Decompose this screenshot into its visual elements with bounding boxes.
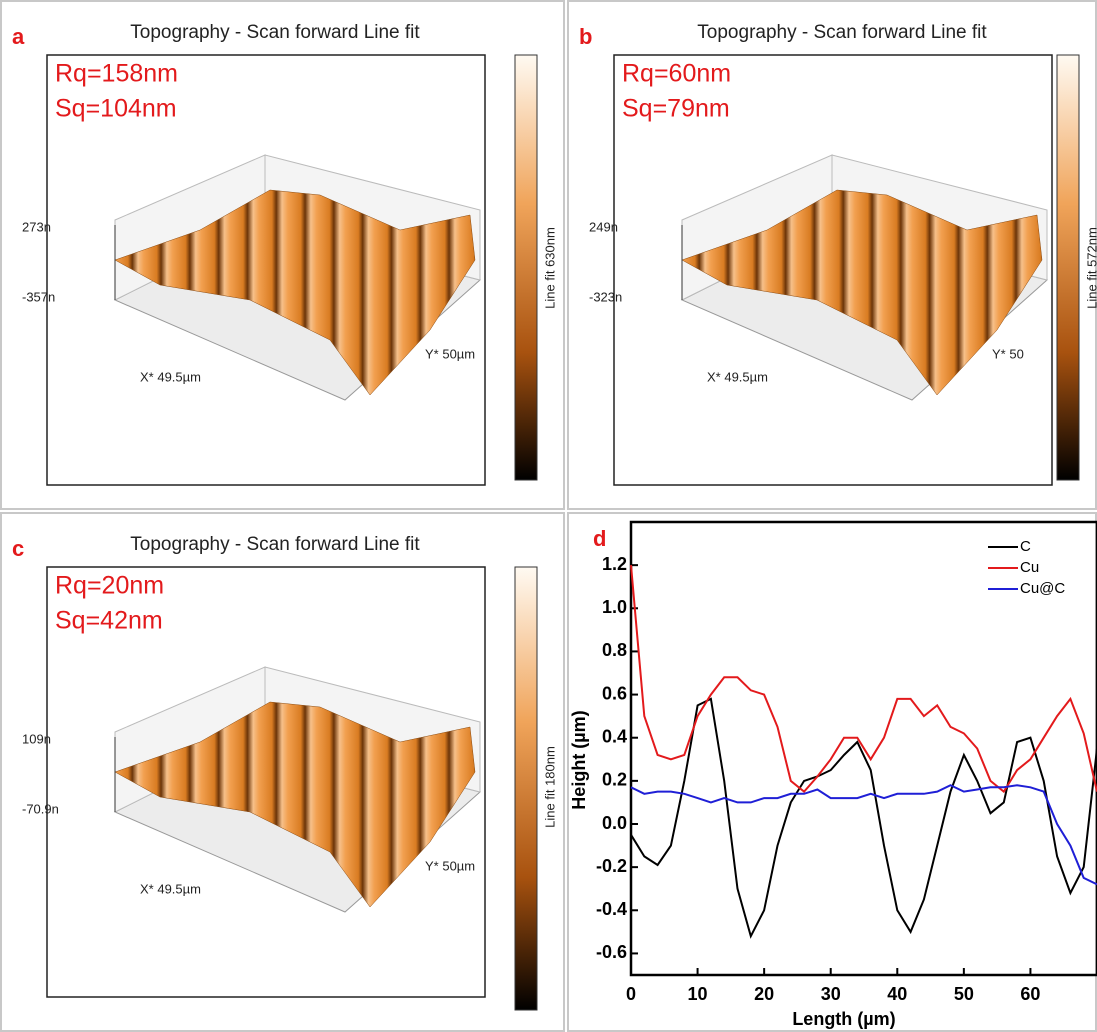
panel-frame — [567, 0, 1097, 510]
series-line — [630, 697, 1097, 939]
panel-letter: c — [12, 536, 24, 561]
colorbar — [1056, 54, 1080, 481]
y-axis-label: Y* 50µm — [425, 346, 475, 361]
rq-label: Rq=20nm — [55, 572, 164, 600]
y-tick-label: 0.0 — [602, 813, 627, 833]
colorbar-label: Line fit 630nm — [542, 227, 557, 309]
x-tick-label: 50 — [954, 984, 974, 1004]
rq-label: Rq=158nm — [55, 60, 178, 88]
x-axis-label: X* 49.5µm — [140, 369, 201, 384]
surface — [114, 701, 476, 908]
x-tick-label: 30 — [821, 984, 841, 1004]
panel-title: Topography - Scan forward Line fit — [697, 22, 987, 43]
x-tick-label: 20 — [754, 984, 774, 1004]
rq-label: Rq=60nm — [622, 60, 731, 88]
z-max-label: 273n — [22, 219, 51, 234]
legend-label: Cu — [1020, 559, 1039, 576]
y-axis-title: Height (µm) — [569, 710, 589, 809]
x-tick-label: 60 — [1020, 984, 1040, 1004]
y-tick-label: -0.6 — [596, 942, 627, 962]
y-tick-label: -0.4 — [596, 899, 627, 919]
y-tick-label: -0.2 — [596, 856, 627, 876]
x-axis-label: X* 49.5µm — [140, 881, 201, 896]
y-axis-label: Y* 50µm — [425, 858, 475, 873]
z-min-label: -357n — [22, 289, 55, 304]
panel-title: Topography - Scan forward Line fit — [130, 22, 420, 43]
surface — [681, 189, 1043, 396]
sq-label: Sq=79nm — [622, 95, 730, 123]
y-tick-label: 1.2 — [602, 554, 627, 574]
x-axis-label: X* 49.5µm — [707, 369, 768, 384]
z-min-label: -323n — [589, 289, 622, 304]
sq-label: Sq=42nm — [55, 607, 163, 635]
y-tick-label: 0.6 — [602, 683, 627, 703]
y-axis-label: Y* 50 — [992, 346, 1024, 361]
x-tick-label: 10 — [688, 984, 708, 1004]
colorbar-label: Line fit 180nm — [542, 746, 557, 828]
plot-frame — [629, 520, 1097, 977]
surface — [114, 189, 476, 396]
series-line — [630, 565, 1097, 794]
panel-title: Topography - Scan forward Line fit — [130, 534, 420, 555]
legend-label: Cu@C — [1020, 580, 1065, 597]
chart-label: d — [593, 526, 606, 551]
x-tick-label: 40 — [887, 984, 907, 1004]
z-max-label: 109n — [22, 731, 51, 746]
panel-letter: b — [579, 24, 592, 49]
z-min-label: -70.9n — [22, 801, 59, 816]
panel-frame — [0, 512, 565, 1032]
y-tick-label: 0.4 — [602, 726, 627, 746]
colorbar — [514, 566, 538, 1011]
legend-label: C — [1020, 538, 1031, 555]
panel-frame — [0, 0, 565, 510]
sq-label: Sq=104nm — [55, 95, 177, 123]
x-tick-label: 0 — [626, 984, 636, 1004]
series-line — [630, 784, 1097, 886]
colorbar — [514, 54, 538, 481]
panel-letter: a — [12, 24, 25, 49]
y-tick-label: 0.8 — [602, 640, 627, 660]
y-tick-label: 1.0 — [602, 597, 627, 617]
colorbar-label: Line fit 572nm — [1084, 227, 1097, 309]
y-tick-label: 0.2 — [602, 770, 627, 790]
x-axis-title: Length (µm) — [792, 1009, 895, 1029]
z-max-label: 249n — [589, 219, 618, 234]
